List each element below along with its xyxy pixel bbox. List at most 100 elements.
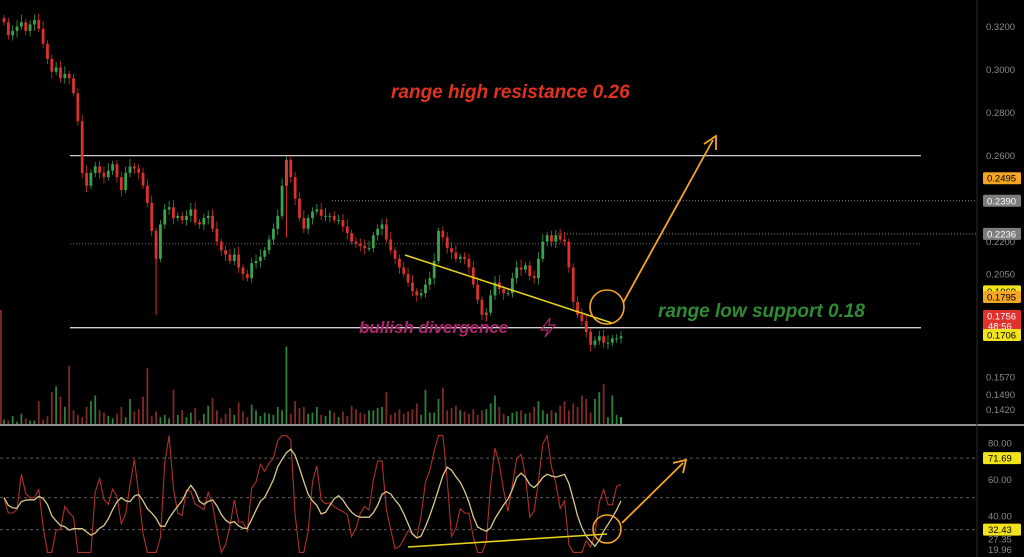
candle-body [324, 215, 327, 217]
candle-body [532, 276, 536, 279]
candle-body [441, 230, 445, 238]
oscillator-panel[interactable] [0, 433, 977, 555]
volume-bar [485, 409, 488, 424]
price-panel[interactable] [0, 13, 977, 424]
volume-bar [381, 406, 383, 424]
volume-bar [237, 402, 240, 424]
candle-body [411, 282, 414, 292]
candle-body [102, 172, 106, 178]
candle-body [458, 256, 462, 259]
candle-body [172, 207, 175, 218]
candle-body [450, 248, 453, 253]
volume-bar [198, 420, 201, 424]
candle-body [250, 263, 254, 279]
candle-body [554, 235, 558, 242]
price-axis-tick: 0.3200 [986, 22, 1015, 33]
candle-body [132, 166, 136, 169]
volume-bar [585, 398, 588, 424]
candle-body [367, 248, 371, 250]
candle-body [271, 228, 275, 240]
oscillator-axis-tick: 80.00 [988, 438, 1012, 449]
candle-body [19, 22, 23, 27]
candle-body [393, 250, 397, 259]
candle-body [428, 278, 432, 285]
candle-body [437, 230, 440, 262]
volume-bar [559, 405, 562, 424]
candle-body [241, 267, 245, 274]
volume-bar [103, 412, 105, 424]
candle-body [480, 299, 484, 315]
volume-bar [55, 386, 58, 424]
volume-bar [598, 392, 601, 424]
volume-bar [333, 412, 336, 424]
price-axis-tick: 0.2200 [986, 237, 1015, 248]
volume-bar [441, 387, 444, 424]
price-tag[interactable] [983, 329, 1021, 341]
candle-body [550, 235, 553, 242]
candle-body [111, 164, 115, 171]
price-axis-tick: 0.3000 [986, 65, 1015, 76]
candle-body [615, 338, 619, 340]
candle-body [115, 164, 119, 178]
volume-bar [50, 392, 53, 424]
volume-bar [615, 414, 618, 424]
support-label: range low support 0.18 [658, 301, 865, 322]
candle-body [597, 336, 601, 341]
candle-body [267, 239, 271, 251]
price-tag[interactable] [983, 172, 1021, 185]
volume-bar [494, 395, 496, 424]
price-axis[interactable]: 0.32000.30000.28000.26000.22000.20500.18… [983, 22, 1021, 556]
candle-body [354, 241, 358, 244]
volume-bar [589, 412, 592, 424]
candle-body [593, 340, 597, 345]
volume-bar [450, 408, 453, 424]
candle-body [185, 215, 188, 221]
price-tag[interactable] [983, 291, 1021, 303]
candle-body [85, 172, 88, 186]
candle-body [558, 235, 562, 240]
volume-bar [359, 412, 362, 424]
volume-bar [181, 410, 184, 424]
volume-bar [211, 397, 214, 424]
candle-body [46, 43, 49, 59]
candle-body [59, 67, 62, 79]
candle-body [606, 342, 610, 344]
volume-bar [324, 416, 327, 424]
volume-bar [363, 413, 366, 424]
candle-body [280, 185, 284, 216]
volume-bar [385, 392, 388, 424]
volume-bar [463, 411, 466, 424]
volume-bar [229, 408, 231, 424]
candle-body [345, 226, 349, 234]
price-tag[interactable] [983, 310, 1021, 332]
divergence-circle [589, 289, 625, 325]
candle-body [380, 224, 384, 229]
volume-bar [63, 406, 66, 424]
volume-bar [242, 411, 244, 424]
price-tag[interactable] [983, 227, 1021, 240]
candle-body [332, 215, 336, 221]
candle-body [493, 282, 497, 296]
candle-body [515, 267, 519, 279]
signal-line [3, 448, 622, 548]
volume-bar [298, 408, 301, 424]
candle-body [537, 258, 540, 279]
volume-bar [302, 406, 305, 424]
volume-bar [189, 412, 192, 424]
oscillator-tag[interactable] [983, 523, 1021, 536]
price-tag[interactable] [983, 194, 1021, 207]
candle-body [337, 220, 340, 222]
candle-body [28, 24, 32, 31]
volume-bar [124, 417, 127, 424]
volume-bar [233, 414, 236, 424]
volume-bar [454, 405, 457, 424]
volume-bar [507, 416, 509, 424]
volume-bar [168, 418, 171, 424]
annotation-layer: range high resistance 0.26 range low sup… [359, 82, 865, 548]
volume-bar [554, 412, 557, 424]
oscillator-tag[interactable] [983, 452, 1021, 465]
candle-body [580, 314, 584, 322]
oscillator-axis-tick: 19.96 [988, 545, 1012, 556]
candle-body [576, 301, 579, 315]
